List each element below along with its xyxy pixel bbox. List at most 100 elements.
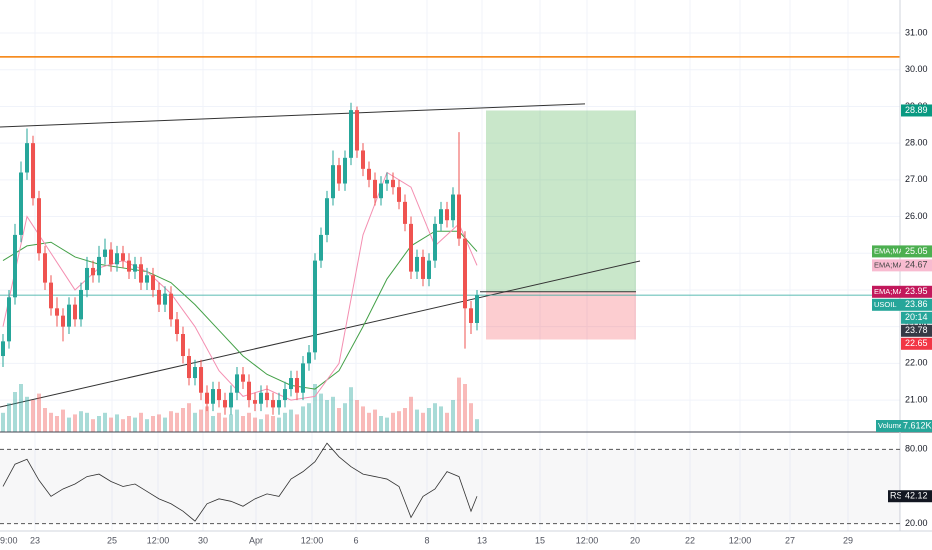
rsi-tick-label: 80.00 <box>905 444 928 454</box>
candle-body <box>31 143 35 199</box>
candle-body <box>343 157 347 184</box>
price-tag-value: 28.89 <box>905 105 928 115</box>
y-tick-label: 26.00 <box>905 211 928 221</box>
volume-bar <box>433 403 437 432</box>
candle-body <box>61 315 65 327</box>
volume-bar <box>139 412 143 432</box>
candle-body <box>391 179 395 188</box>
candle-body <box>289 378 293 390</box>
candle-body <box>241 374 245 382</box>
volume-bar <box>439 406 443 432</box>
candle-body <box>433 223 437 261</box>
volume-bar <box>211 416 215 432</box>
rsi-tag-name-bg <box>888 490 901 503</box>
candle-body <box>277 400 281 408</box>
volume-tag-value: 7.612K <box>903 420 932 430</box>
candle-body <box>361 150 365 169</box>
candle-body <box>409 223 413 272</box>
volume-bar <box>85 412 89 432</box>
candle-body <box>187 356 191 379</box>
candle-body <box>121 253 125 261</box>
volume-bar <box>67 417 71 432</box>
candle-body <box>151 275 155 290</box>
candle-body <box>49 282 53 309</box>
volume-bar <box>247 412 251 432</box>
volume-bar <box>313 384 317 432</box>
candle-body <box>229 392 233 408</box>
rsi-tag-name: RSI <box>890 491 905 501</box>
volume-bar <box>55 416 59 432</box>
candle-body <box>313 260 317 353</box>
price-tag-value: 23.95 <box>905 286 928 296</box>
candle-body <box>427 260 431 279</box>
candle-body <box>235 374 239 393</box>
candle-body <box>223 400 227 408</box>
candle-body <box>217 389 221 401</box>
volume-bar <box>457 377 461 432</box>
volume-bar <box>127 416 131 432</box>
volume-bar <box>325 400 329 432</box>
volume-bar <box>205 406 209 432</box>
volume-bar <box>355 400 359 432</box>
tag-name-bg <box>872 285 901 298</box>
volume-bar <box>115 414 119 432</box>
candle-body <box>25 143 29 173</box>
volume-bar <box>31 400 35 432</box>
candle-body <box>115 253 119 265</box>
price-tag-value: 24.67 <box>905 260 928 270</box>
volume-bar <box>259 419 263 432</box>
volume-tag-bg <box>901 420 932 432</box>
candle-body <box>169 293 173 320</box>
x-tick-label: 23 <box>30 535 40 545</box>
candle-body <box>79 289 83 320</box>
volume-bar <box>133 417 137 432</box>
volume-bar <box>253 417 257 432</box>
volume-bar <box>361 406 365 432</box>
volume-bar <box>307 403 311 432</box>
price-tag-bg <box>901 311 932 324</box>
volume-bar <box>157 414 161 432</box>
volume-bar <box>391 412 395 432</box>
volume-bar <box>241 416 245 432</box>
volume-bar <box>415 409 419 432</box>
volume-bar <box>397 411 401 432</box>
rsi-tick-label: 20.00 <box>905 518 928 528</box>
candle-body <box>283 389 287 401</box>
volume-bar <box>181 408 185 432</box>
candle-body <box>397 187 401 202</box>
candle-body <box>469 308 473 323</box>
volume-bar <box>229 414 233 432</box>
volume-bar <box>19 384 23 432</box>
x-tick-label: Apr <box>249 535 263 545</box>
rsi-line <box>2 442 478 522</box>
candle-body <box>439 209 443 224</box>
tag-name: EMA;MA <box>874 260 904 269</box>
price-tag-bg <box>901 324 932 337</box>
volume-tag-name: Volume <box>878 421 903 430</box>
candle-body <box>145 275 149 283</box>
x-tick-label: 12:00 <box>147 535 170 545</box>
x-tick-label: 12:00 <box>729 535 752 545</box>
candle-body <box>475 295 479 323</box>
volume-bar <box>463 384 467 432</box>
volume-bar <box>79 411 83 432</box>
volume-bar <box>337 408 341 432</box>
candle-body <box>97 256 101 276</box>
candle-body <box>349 110 353 158</box>
price-tag-bg <box>901 245 932 258</box>
candle-body <box>421 256 425 279</box>
candle-body <box>259 392 263 404</box>
x-tick-label: 20 <box>630 535 640 545</box>
volume-bar <box>295 414 299 432</box>
volume-bar <box>169 411 173 432</box>
x-tick-label: 6 <box>353 535 358 545</box>
volume-bar <box>343 403 347 432</box>
candle-body <box>175 319 179 335</box>
candle-body <box>205 392 209 404</box>
volume-bar <box>451 400 455 432</box>
candle-body <box>337 165 341 184</box>
volume-bar <box>49 412 53 432</box>
volume-bar <box>445 412 449 432</box>
candle-body <box>445 209 449 221</box>
